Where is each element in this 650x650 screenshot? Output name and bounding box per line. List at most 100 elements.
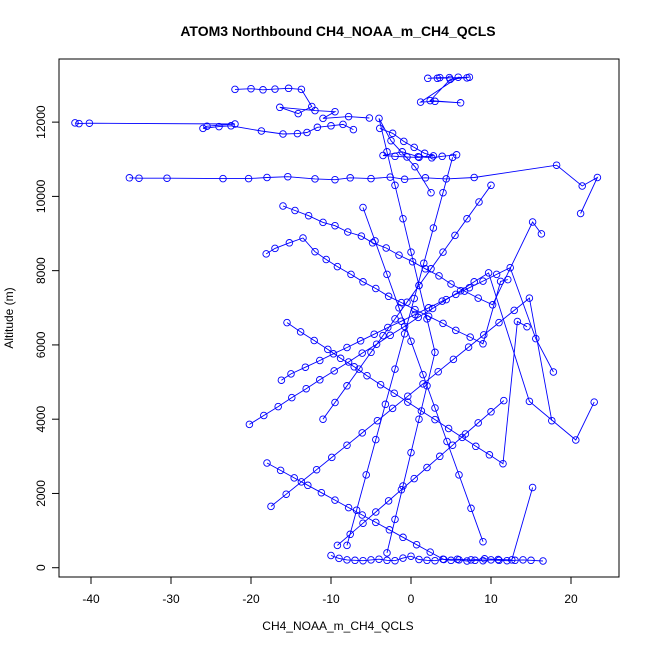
data-point (442, 295, 450, 304)
data-point (443, 437, 451, 446)
y-tick-label: 2000 (34, 480, 48, 507)
data-point (372, 340, 381, 348)
data-point (390, 389, 398, 397)
data-point (465, 73, 474, 81)
data-point (372, 508, 380, 516)
x-tick-label: -20 (242, 592, 260, 606)
data-point (379, 151, 387, 160)
data-point (333, 541, 342, 550)
data-point (282, 490, 290, 498)
data-point (391, 315, 399, 323)
data-point (424, 74, 432, 83)
data-point (528, 483, 537, 492)
data-point (276, 466, 285, 475)
data-point (426, 548, 434, 556)
data-point (572, 436, 580, 444)
data-point (407, 552, 415, 560)
data-point (431, 556, 439, 565)
data-point (358, 349, 366, 357)
series-line (362, 207, 484, 542)
series-17 (343, 153, 457, 550)
data-point (461, 430, 470, 438)
data-point (479, 277, 487, 285)
data-point (358, 429, 366, 437)
data-point (284, 84, 293, 93)
data-point (527, 556, 535, 565)
data-point (519, 556, 527, 564)
data-point (267, 502, 275, 511)
data-point (311, 106, 319, 115)
data-point (304, 481, 312, 490)
data-point (301, 363, 310, 371)
data-point (414, 313, 422, 322)
data-point (438, 152, 446, 161)
data-point (271, 244, 279, 253)
data-point (456, 286, 465, 295)
data-point (467, 556, 475, 564)
data-point (247, 84, 255, 93)
data-point (415, 555, 423, 564)
data-point (277, 376, 286, 384)
y-tick-label: 8000 (34, 257, 48, 284)
data-point (410, 143, 418, 152)
data-point (322, 255, 330, 264)
data-point (357, 232, 366, 240)
data-point (452, 326, 460, 335)
data-point (382, 244, 390, 252)
data-point (391, 556, 399, 565)
data-point (359, 278, 367, 286)
data-point (384, 323, 392, 332)
series-9 (277, 263, 558, 384)
plot-frame (58, 58, 620, 578)
data-point (319, 114, 327, 123)
data-point (245, 420, 254, 429)
data-point (231, 120, 239, 128)
x-tick-label: 0 (408, 592, 415, 606)
data-point (302, 384, 310, 393)
data-point (484, 269, 493, 277)
data-point (480, 331, 488, 339)
data-point (523, 322, 531, 331)
data-point (331, 107, 339, 116)
data-point (303, 128, 311, 137)
data-point (367, 174, 375, 183)
data-point (487, 556, 495, 564)
data-point (311, 247, 319, 256)
data-point (383, 549, 391, 557)
data-point (381, 400, 390, 409)
data-point (407, 448, 415, 457)
series-line (286, 320, 528, 465)
data-point (344, 228, 352, 236)
x-tick-label: -10 (322, 592, 340, 606)
data-point (344, 112, 353, 121)
data-point (343, 343, 351, 352)
data-point (359, 556, 367, 565)
data-point (327, 551, 335, 560)
data-point (316, 376, 324, 384)
data-point (227, 122, 235, 130)
data-point (297, 85, 306, 94)
data-point (336, 354, 345, 363)
data-point (199, 124, 207, 133)
data-point (283, 318, 291, 327)
data-point (548, 416, 556, 425)
data-point (439, 319, 447, 328)
data-point (376, 124, 384, 133)
data-point (411, 162, 419, 171)
data-point (495, 318, 503, 327)
data-point (414, 152, 422, 161)
y-tick-label: 0 (34, 564, 48, 571)
data-point (423, 556, 431, 565)
data-point (447, 280, 455, 288)
data-point (455, 556, 463, 564)
data-point (367, 556, 375, 564)
series-line (234, 87, 370, 119)
data-point (400, 330, 409, 338)
series-line (378, 118, 436, 554)
data-point (257, 127, 266, 135)
data-point (383, 148, 391, 156)
series-1 (416, 73, 474, 107)
data-point (474, 294, 482, 302)
data-point (379, 331, 387, 340)
data-point (388, 129, 397, 138)
